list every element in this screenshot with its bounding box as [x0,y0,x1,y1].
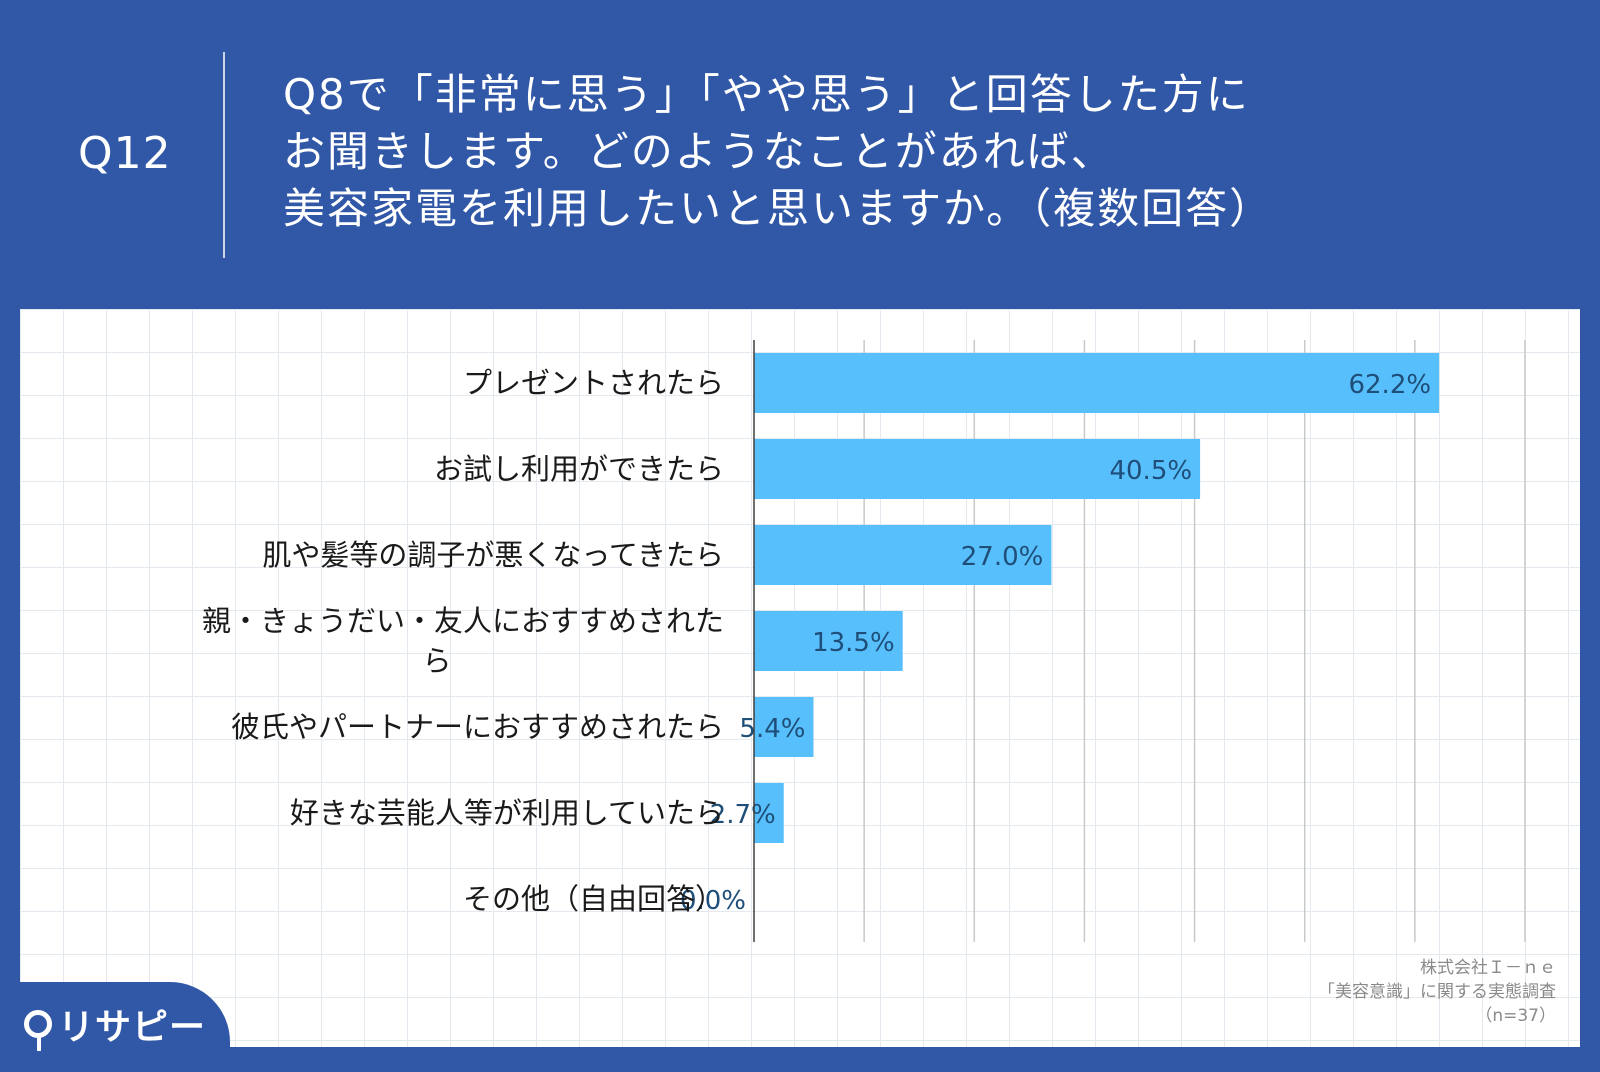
data-label: 40.5% [1109,456,1192,486]
category-label: プレゼントされたら [463,366,724,400]
source-sample: （n=37） [1475,1006,1556,1026]
logo: リサピー [24,1002,206,1051]
data-label: 13.5% [812,628,895,658]
bar [754,353,1440,413]
bar [754,611,903,671]
bar [754,783,784,843]
logo-text: リサピー [58,1007,207,1048]
category-label: 親・きょうだい・友人におすすめされた [202,604,724,638]
source-note: 株式会社Ｉ－ｎｅ 「美容意識」に関する実態調査 （n=37） [1318,956,1556,1028]
bar [754,439,1201,499]
pin-icon [24,1010,52,1051]
source-survey: 「美容意識」に関する実態調査 [1318,982,1556,1002]
header-divider [223,52,225,258]
category-label: その他（自由回答） [463,882,724,916]
chart-panel [20,309,1580,1047]
header: Q12 Q8で「非常に思う」「やや思う」と回答した方に お聞きします。どのような… [0,0,1600,300]
data-label: 62.2% [1348,370,1431,400]
question-line: お聞きします。どのようなことがあれば、 [283,127,1115,176]
category-label: 好きな芸能人等が利用していたら [290,796,724,830]
data-label: 27.0% [961,542,1044,572]
data-label: 2.7% [710,800,776,830]
data-label: 0.0% [680,886,746,916]
category-label: お試し利用ができたら [434,452,724,486]
bottom-strip [0,1047,1600,1067]
bar [754,525,1052,585]
bar [754,697,814,757]
question-number: Q12 [78,128,172,179]
question-line: Q8で「非常に思う」「やや思う」と回答した方に [283,70,1250,119]
question-text: Q8で「非常に思う」「やや思う」と回答した方に お聞きします。どのようなことがあ… [283,66,1563,237]
category-label: ら [422,644,451,678]
category-label: 肌や髪等の調子が悪くなってきたら [262,538,724,572]
question-line: 美容家電を利用したいと思いますか。（複数回答） [283,184,1274,233]
source-company: 株式会社Ｉ－ｎｅ [1420,958,1556,978]
category-label: 彼氏やパートナーにおすすめされたら [231,710,724,744]
data-label: 5.4% [739,714,805,744]
